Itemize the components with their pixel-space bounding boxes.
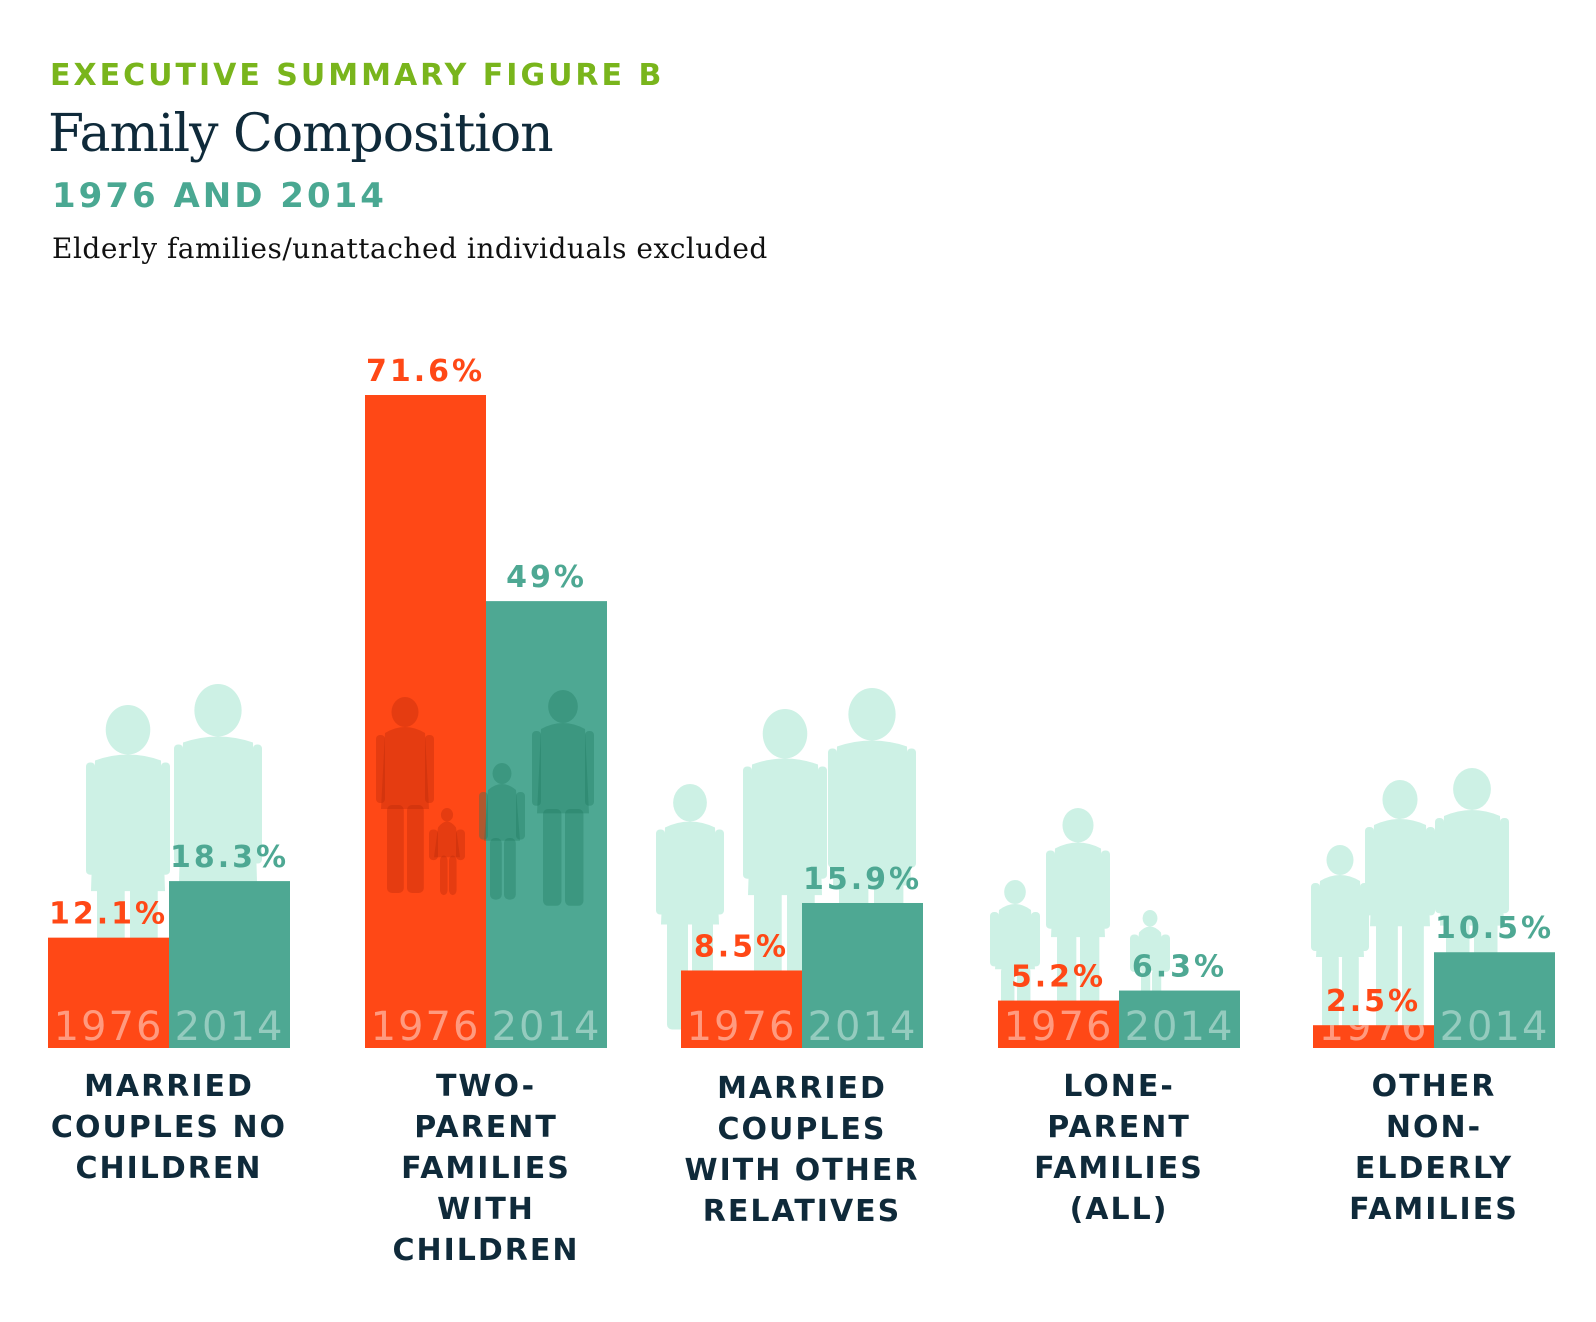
- silhouette-child-icon: [479, 763, 525, 900]
- year-label-1976-2: 1976: [687, 1004, 797, 1050]
- silhouette-person-icon: [1365, 780, 1435, 1036]
- value-label-1976-0: 12.1%: [49, 897, 168, 932]
- value-labels-layer: 12.1% 71.6% 8.5% 5.2% 2.5% 18.3% 49% 15.9% 6.3% 1…: [49, 354, 1554, 1019]
- bar-overlay-silhouettes: [376, 690, 594, 906]
- year-label-2014-2: 2014: [808, 1004, 918, 1050]
- silhouette-child-icon: [429, 808, 465, 896]
- year-label-1976-1: 1976: [371, 1004, 481, 1050]
- bar-2014-0: [169, 881, 290, 1048]
- bar-2014-2: [802, 902, 923, 1048]
- value-label-2014-3: 6.3%: [1132, 950, 1227, 985]
- silhouette-father-icon: [532, 690, 594, 906]
- category-label: TWO- PARENT FAMILIES WITH CHILDREN: [392, 1069, 580, 1268]
- year-label-2014-1: 2014: [492, 1004, 602, 1050]
- value-label-2014-1: 49%: [506, 560, 587, 595]
- silhouette-person-icon: [1311, 845, 1369, 1041]
- year-label-2014-0: 2014: [175, 1004, 285, 1050]
- value-label-2014-2: 15.9%: [803, 862, 922, 897]
- value-label-1976-3: 5.2%: [1011, 960, 1106, 995]
- year-label-1976-3: 1976: [1004, 1004, 1114, 1050]
- chart-subtitle: 1976 AND 2014: [52, 176, 387, 216]
- bar-1976-0: [48, 937, 169, 1048]
- category-label: LONE- PARENT FAMILIES (ALL): [1034, 1069, 1204, 1227]
- value-label-1976-2: 8.5%: [694, 929, 789, 964]
- year-label-1976-0: 1976: [54, 1004, 164, 1050]
- figure-eyebrow: EXECUTIVE SUMMARY FIGURE B: [50, 58, 665, 93]
- bar-2014-3: [1119, 990, 1240, 1048]
- bar-1976-3: [998, 1000, 1119, 1048]
- category-label: MARRIED COUPLES WITH OTHER RELATIVES: [684, 1071, 920, 1229]
- year-label-2014-4: 2014: [1440, 1004, 1550, 1050]
- silhouette-person-icon: [1046, 808, 1110, 1034]
- chart-note: Elderly families/unattached individuals …: [52, 232, 768, 265]
- value-label-2014-4: 10.5%: [1435, 911, 1554, 946]
- category-label: OTHER NON- ELDERLY FAMILIES: [1349, 1069, 1519, 1227]
- value-label-1976-1: 71.6%: [366, 354, 485, 389]
- value-label-2014-0: 18.3%: [170, 840, 289, 875]
- bar-1976-4: [1313, 1025, 1434, 1048]
- year-label-2014-3: 2014: [1125, 1004, 1235, 1050]
- bar-1976-1: [365, 395, 486, 1048]
- silhouette-person-icon: [656, 784, 724, 1030]
- bar-2014-1: [486, 601, 607, 1048]
- chart-title: Family Composition: [48, 104, 554, 164]
- silhouette-mother-icon: [376, 697, 434, 893]
- value-label-1976-4: 2.5%: [1326, 984, 1421, 1019]
- category-label: MARRIED COUPLES NO CHILDREN: [50, 1069, 288, 1186]
- bar-2014-4: [1434, 952, 1555, 1048]
- silhouette-person-icon: [1435, 768, 1509, 1044]
- bars-layer: [48, 395, 1555, 1048]
- bar-1976-2: [681, 970, 802, 1048]
- year-label-1976-4: 1976: [1319, 1004, 1429, 1050]
